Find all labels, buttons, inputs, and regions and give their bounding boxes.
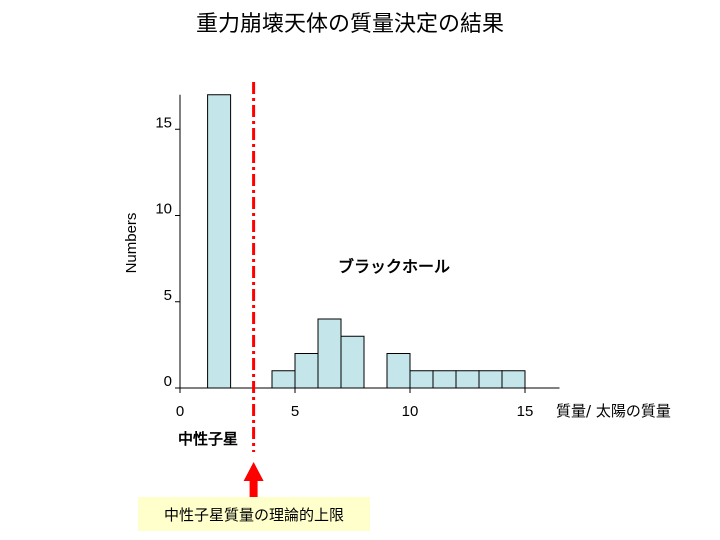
- x-tick-label-2: 10: [402, 403, 419, 420]
- reference-line-group: [243, 82, 264, 498]
- arrow-up-icon: [243, 462, 264, 481]
- x-tick-label-0: 0: [176, 403, 184, 420]
- bars-group: [207, 94, 526, 389]
- bar-3: [317, 318, 342, 389]
- bar-6: [409, 370, 434, 389]
- theoretical-limit-text: 中性子星質量の理論的上限: [163, 505, 344, 524]
- neutron-star-annotation: 中性子星: [178, 430, 238, 448]
- arrow-shaft: [249, 480, 258, 498]
- bar-8: [455, 370, 480, 389]
- bar-1: [271, 370, 296, 389]
- chart-title: 重力崩壊天体の質量決定の結果: [195, 12, 504, 37]
- bar-9: [478, 370, 503, 389]
- black-hole-annotation: ブラックホール: [338, 257, 450, 276]
- y-tick-label-0: 0: [164, 373, 172, 390]
- y-tick-label-3: 15: [155, 114, 172, 131]
- theoretical-limit-label: 中性子星質量の理論的上限: [138, 497, 370, 531]
- x-tick-label-1: 5: [291, 403, 299, 420]
- y-tick-label-1: 5: [164, 287, 172, 304]
- bar-10: [501, 370, 526, 389]
- axes-group: 0 5 10 15 0 5 10 15: [155, 94, 560, 420]
- bar-0: [207, 94, 232, 389]
- y-tick-label-2: 10: [155, 201, 172, 218]
- x-axis-label: 質量/ 太陽の質量: [556, 402, 671, 420]
- y-axis-label: Numbers: [123, 213, 140, 274]
- bar-4: [340, 335, 365, 389]
- bar-5: [386, 353, 411, 389]
- x-tick-label-3: 15: [517, 403, 534, 420]
- bar-7: [432, 370, 457, 389]
- bar-2: [294, 353, 319, 389]
